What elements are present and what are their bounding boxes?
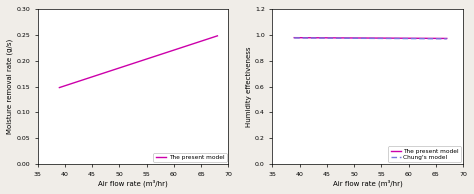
The present model [292,36,297,39]
Legend: The present model: The present model [154,153,227,162]
Chung's model [444,38,450,40]
Line: Chung's model: Chung's model [294,38,447,39]
Legend: The present model, Chung's model: The present model, Chung's model [388,146,461,162]
Y-axis label: Humidity effectiveness: Humidity effectiveness [246,46,252,127]
The present model [444,37,450,40]
Y-axis label: Moisture removal rate (g/s): Moisture removal rate (g/s) [7,39,13,134]
X-axis label: Air flow rate (m³/hr): Air flow rate (m³/hr) [98,180,168,187]
X-axis label: Air flow rate (m³/hr): Air flow rate (m³/hr) [333,180,402,187]
Chung's model [292,37,297,39]
